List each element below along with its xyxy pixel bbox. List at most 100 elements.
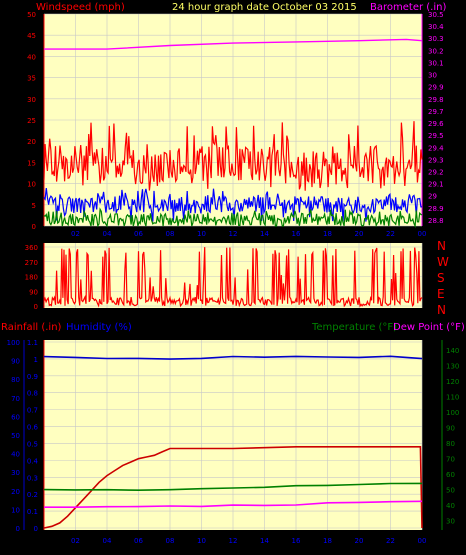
temp-y-tick-11: 140 <box>446 347 459 355</box>
rain-y-tick-0: 0 <box>34 525 38 533</box>
baro-y-tick-11: 29.9 <box>428 84 444 92</box>
humidity-y-tick-3: 30 <box>11 469 20 477</box>
baro-y-tick-2: 29 <box>428 193 437 201</box>
wind-y-tick-10: 50 <box>27 11 36 19</box>
wind-x-tick-0: 02 <box>71 230 80 238</box>
humidity-y-tick-9: 90 <box>11 358 20 366</box>
humidity-y-tick-4: 40 <box>11 451 20 459</box>
wind-y-tick-3: 15 <box>27 159 36 167</box>
wind-x-tick-10: 22 <box>386 230 395 238</box>
rain-y-tick-3: 0.3 <box>27 474 38 482</box>
wind-x-tick-2: 06 <box>134 230 143 238</box>
rainfall-line <box>43 446 423 529</box>
rain-x-tick-7: 16 <box>292 537 301 545</box>
windspeed-axis-title: Windspeed (mph) <box>36 2 125 13</box>
wind-y-tick-8: 40 <box>27 53 36 61</box>
wind-gust-line <box>43 121 423 191</box>
baro-y-tick-7: 29.5 <box>428 132 444 140</box>
dir-y-tick-2: 180 <box>25 274 38 282</box>
temp-y-tick-7: 100 <box>446 409 459 417</box>
wind-x-tick-1: 04 <box>103 230 112 238</box>
wind-x-tick-9: 20 <box>355 230 364 238</box>
barometer-axis-title: Barometer (.in) <box>370 2 446 13</box>
dir-y-tick-3: 270 <box>25 259 38 267</box>
baro-y-tick-6: 29.4 <box>428 144 444 152</box>
wind-x-tick-11: 00 <box>418 230 427 238</box>
wind-x-tick-4: 10 <box>197 230 206 238</box>
baro-y-tick-13: 30.1 <box>428 59 444 67</box>
wind-x-tick-6: 14 <box>260 230 269 238</box>
rain-x-tick-0: 02 <box>71 537 80 545</box>
humidity-y-tick-6: 60 <box>11 413 20 421</box>
baro-y-tick-12: 30 <box>428 72 437 80</box>
baro-y-tick-0: 28.8 <box>428 217 444 225</box>
baro-y-tick-5: 29.3 <box>428 156 444 164</box>
dir-y-tick-4: 360 <box>25 244 38 252</box>
rain-y-tick-6: 0.6 <box>27 424 39 432</box>
rain-x-tick-5: 12 <box>229 537 238 545</box>
graph-date-title: 24 hour graph date October 03 2015 <box>172 2 357 13</box>
temperature-line <box>43 482 423 492</box>
baro-y-tick-10: 29.8 <box>428 96 444 104</box>
humidity-y-tick-5: 50 <box>11 432 20 440</box>
rain-y-tick-4: 0.4 <box>27 457 39 465</box>
wind-y-tick-7: 35 <box>27 75 36 83</box>
temp-y-tick-1: 40 <box>446 502 455 510</box>
wind-direction-line <box>43 247 423 308</box>
rain-x-tick-10: 22 <box>386 537 395 545</box>
axes: 0510152025303540455028.828.92929.129.229… <box>7 11 460 545</box>
wind-y-tick-2: 10 <box>27 181 36 189</box>
humidity-y-tick-7: 70 <box>11 395 20 403</box>
wind-y-tick-1: 5 <box>32 202 36 210</box>
baro-y-tick-3: 29.1 <box>428 181 444 189</box>
humidity-axis-title: Humidity (%) <box>66 322 132 333</box>
humidity-y-tick-8: 80 <box>11 376 20 384</box>
baro-y-tick-14: 30.2 <box>428 47 444 55</box>
rain-y-tick-2: 0.2 <box>27 491 38 499</box>
wind-average-line <box>43 188 422 222</box>
rain-x-tick-11: 00 <box>418 537 427 545</box>
rain-x-tick-4: 10 <box>197 537 206 545</box>
rain-x-tick-3: 08 <box>166 537 175 545</box>
wind-x-tick-7: 16 <box>292 230 301 238</box>
data-series <box>43 38 423 529</box>
baro-y-tick-1: 28.9 <box>428 205 444 213</box>
baro-y-tick-4: 29.2 <box>428 168 444 176</box>
rainfall-axis-title: Rainfall (.in) <box>1 322 62 333</box>
temp-y-tick-6: 90 <box>446 424 455 432</box>
baro-y-tick-8: 29.6 <box>428 120 444 128</box>
baro-y-tick-16: 30.4 <box>428 23 444 31</box>
temp-y-tick-10: 130 <box>446 362 459 370</box>
baro-y-tick-15: 30.3 <box>428 35 444 43</box>
temp-y-tick-0: 30 <box>446 517 455 525</box>
baro-y-tick-9: 29.7 <box>428 108 444 116</box>
direction-label-n-top: N <box>437 239 446 253</box>
temp-y-tick-9: 120 <box>446 378 459 386</box>
humidity-y-tick-10: 100 <box>7 339 20 347</box>
rain-y-tick-5: 0.5 <box>27 440 38 448</box>
dir-y-tick-0: 0 <box>34 303 38 311</box>
humidity-y-tick-1: 10 <box>11 506 20 514</box>
dewpoint-line <box>44 500 423 508</box>
temp-y-tick-4: 70 <box>446 455 455 463</box>
temp-y-tick-2: 50 <box>446 486 455 494</box>
barometer-line <box>44 38 423 50</box>
dir-y-tick-1: 90 <box>29 288 38 296</box>
rain-y-tick-10: 1 <box>34 356 38 364</box>
temp-y-tick-8: 110 <box>446 393 459 401</box>
humidity-y-tick-2: 20 <box>11 488 20 496</box>
rain-y-tick-9: 0.9 <box>27 373 38 381</box>
direction-label-e: E <box>437 287 445 301</box>
wind-y-tick-9: 45 <box>27 32 36 40</box>
direction-label-s: S <box>437 271 445 285</box>
rain-x-tick-1: 04 <box>103 537 112 545</box>
rain-x-tick-6: 14 <box>260 537 269 545</box>
humidity-line <box>43 355 423 360</box>
wind-y-tick-4: 20 <box>27 138 36 146</box>
rain-y-tick-7: 0.7 <box>27 407 38 415</box>
wind-x-tick-3: 08 <box>166 230 175 238</box>
temp-y-tick-3: 60 <box>446 471 455 479</box>
wind-y-tick-5: 25 <box>27 117 36 125</box>
temp-y-tick-5: 80 <box>446 440 455 448</box>
